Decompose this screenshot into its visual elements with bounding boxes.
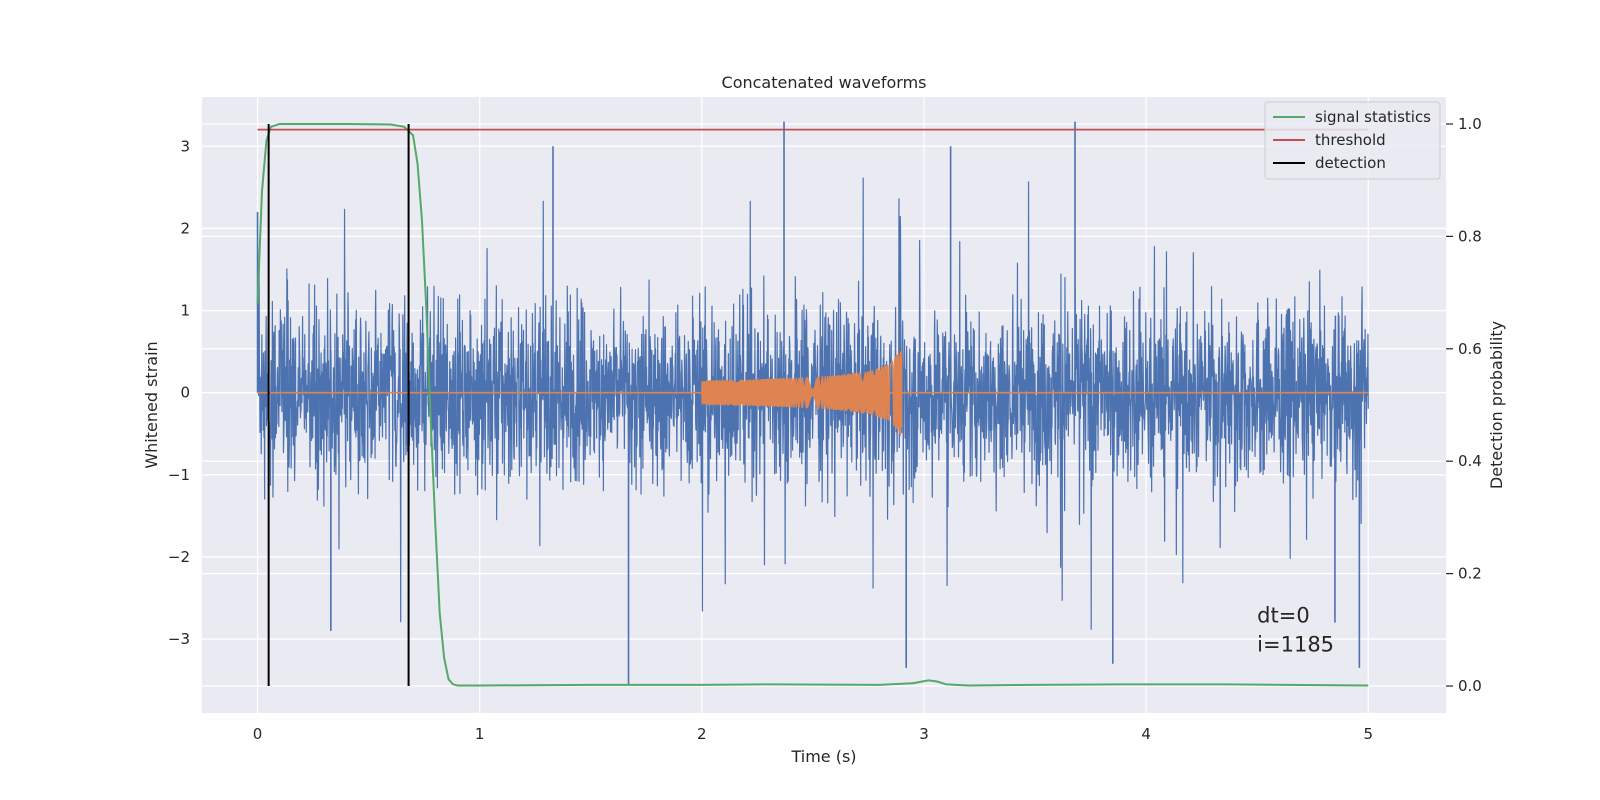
x-tick-label: 5 xyxy=(1363,725,1373,743)
y-tick-label: 0 xyxy=(180,384,190,402)
grid xyxy=(202,97,1446,713)
x-tick-label: 2 xyxy=(697,725,707,743)
chart-title: Concatenated waveforms xyxy=(722,73,927,92)
strain-noise-line xyxy=(256,177,1369,630)
y-axis-title: Whitened strain xyxy=(142,341,161,468)
x-tick-label: 0 xyxy=(253,725,263,743)
legend-label: detection xyxy=(1315,154,1386,172)
signal-statistics-line xyxy=(256,122,1369,687)
y2-tick-label: 0.4 xyxy=(1458,452,1482,470)
y2-tick-label: 0.0 xyxy=(1458,677,1482,695)
x-axis-title: Time (s) xyxy=(790,747,856,766)
y-tick-label: 2 xyxy=(180,219,190,237)
y-tick-label: 3 xyxy=(180,137,190,155)
y-tick-label: −2 xyxy=(168,548,190,566)
y2-tick-label: 0.8 xyxy=(1458,227,1482,245)
x-tick-label: 1 xyxy=(475,725,485,743)
y2-tick-label: 1.0 xyxy=(1458,115,1482,133)
y2-tick-label: 0.2 xyxy=(1458,565,1482,583)
y2-axis-title: Detection probability xyxy=(1487,321,1506,489)
x-tick-label: 3 xyxy=(919,725,929,743)
y2-tick-label: 0.6 xyxy=(1458,340,1482,358)
y-tick-label: −3 xyxy=(168,630,190,648)
legend-box xyxy=(1264,101,1441,180)
legend-label: signal statistics xyxy=(1315,108,1431,126)
chirp-line xyxy=(701,349,903,436)
y-tick-label: −1 xyxy=(168,466,190,484)
annotation-text: dt=0 xyxy=(1257,604,1310,628)
annotations: dt=0 i=1185 xyxy=(1257,604,1334,657)
legend-label: threshold xyxy=(1315,131,1386,149)
y-tick-label: 1 xyxy=(180,302,190,320)
data-layer xyxy=(256,121,1369,687)
tick-labels: 0 1 2 3 4 5 −3 −2 −1 0 1 2 3 0.0 0.2 0.4 0.6 0.8 1.0 xyxy=(168,115,1482,743)
x-tick-label: 4 xyxy=(1141,725,1151,743)
legend: signal statistics threshold detection xyxy=(1264,101,1441,180)
annotation-text: i=1185 xyxy=(1257,632,1334,656)
